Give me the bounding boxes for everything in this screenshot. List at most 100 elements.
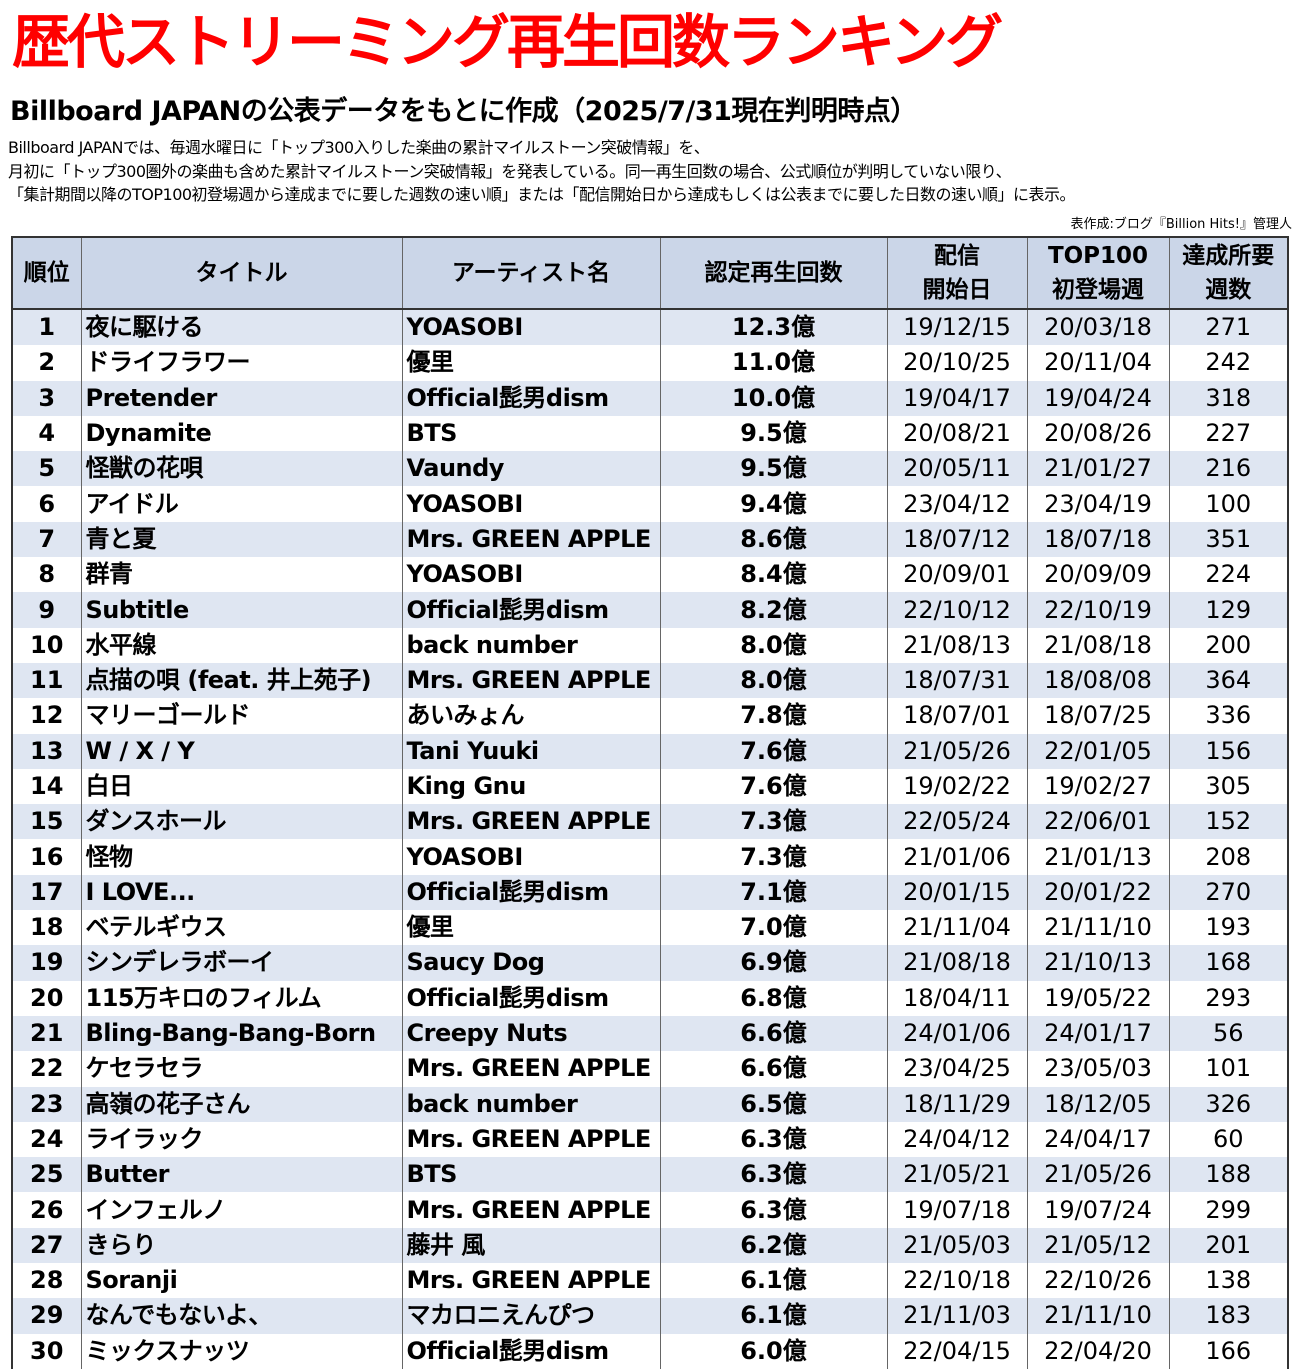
cell-start-date: 23/04/25 [886,1051,1028,1087]
cell-plays: 7.1億 [659,874,888,911]
cell-rank: 15 [11,804,82,840]
header-weeks-line1: 達成所要 [1182,243,1275,269]
header-start-date: 配信 開始日 [886,236,1028,310]
cell-plays: 12.3億 [659,309,888,346]
cell-start-date: 21/05/26 [886,733,1028,769]
cell-title: きらり [80,1227,403,1264]
cell-artist: YOASOBI [401,839,661,875]
table-row: 9 Subtitle Official髭男dism 8.2億 22/10/12 22/10… [11,592,1289,628]
table-row: 30 ミックスナッツ Official髭男dism 6.0億 22/04/15 22/04… [11,1333,1289,1369]
cell-weeks: 299 [1168,1192,1289,1228]
table-row: 5 怪獣の花唄 Vaundy 9.5億 20/05/11 21/01/27 216 [11,451,1289,487]
cell-title: 怪獣の花唄 [80,451,403,487]
cell-title: 白日 [80,768,403,805]
cell-weeks: 326 [1168,1086,1289,1122]
cell-plays: 7.3億 [659,839,888,875]
cell-plays: 7.3億 [659,804,888,840]
cell-weeks: 305 [1168,768,1289,805]
cell-debut-week: 22/10/26 [1026,1263,1170,1299]
cell-artist: BTS [401,415,661,452]
cell-rank: 14 [11,768,82,805]
cell-artist: back number [401,627,661,663]
cell-debut-week: 20/03/18 [1026,309,1170,346]
table-row: 1 夜に駆ける YOASOBI 12.3億 19/12/15 20/03/18 271 [11,309,1289,346]
table-row: 22 ケセラセラ Mrs. GREEN APPLE 6.6億 23/04/25 23/05… [11,1051,1289,1087]
cell-weeks: 270 [1168,874,1289,911]
cell-debut-week: 18/08/08 [1026,662,1170,699]
cell-start-date: 18/07/31 [886,662,1028,699]
cell-rank: 11 [11,662,82,699]
cell-artist: Mrs. GREEN APPLE [401,1121,661,1158]
cell-title: 怪物 [80,839,403,875]
table-row: 3 Pretender Official髭男dism 10.0億 19/04/17 19/… [11,380,1289,416]
cell-rank: 27 [11,1227,82,1264]
cell-start-date: 19/12/15 [886,309,1028,346]
cell-start-date: 21/05/03 [886,1227,1028,1264]
cell-weeks: 318 [1168,380,1289,416]
cell-rank: 4 [11,415,82,452]
header-start-line2: 開始日 [922,277,992,303]
header-debut-line1: TOP100 [1047,243,1149,269]
cell-debut-week: 20/09/09 [1026,557,1170,593]
cell-title: ドライフラワー [80,345,403,381]
cell-artist: Mrs. GREEN APPLE [401,1263,661,1299]
header-start-line1: 配信 [934,243,980,269]
cell-artist: あいみょん [401,698,661,734]
table-row: 29 なんでもないよ、 マカロニえんぴつ 6.1億 21/11/03 21/11/10 18… [11,1298,1289,1334]
note-line: 月初に「トップ300圏外の楽曲も含めた累計マイルストーン突破情報」を発表している… [8,161,1012,181]
table-row: 14 白日 King Gnu 7.6億 19/02/22 19/02/27 305 [11,768,1289,805]
cell-debut-week: 19/05/22 [1026,980,1170,1016]
cell-title: ライラック [80,1121,403,1158]
cell-plays: 8.6億 [659,521,888,558]
cell-plays: 7.0億 [659,910,888,946]
cell-artist: YOASOBI [401,557,661,593]
table-row: 16 怪物 YOASOBI 7.3億 21/01/06 21/01/13 208 [11,839,1289,875]
cell-title: インフェルノ [80,1192,403,1228]
cell-artist: Mrs. GREEN APPLE [401,662,661,699]
cell-start-date: 20/09/01 [886,557,1028,593]
cell-rank: 9 [11,592,82,628]
table-row: 17 I LOVE... Official髭男dism 7.1億 20/01/15 20/… [11,874,1289,911]
cell-plays: 6.3億 [659,1121,888,1158]
cell-rank: 25 [11,1157,82,1193]
table-row: 6 アイドル YOASOBI 9.4億 23/04/12 23/04/19 100 [11,486,1289,522]
cell-weeks: 271 [1168,309,1289,346]
table-row: 24 ライラック Mrs. GREEN APPLE 6.3億 24/04/12 24/04… [11,1121,1289,1158]
cell-debut-week: 23/05/03 [1026,1051,1170,1087]
cell-rank: 3 [11,380,82,416]
table-row: 21 Bling-Bang-Bang-Born Creepy Nuts 6.6億 24/… [11,1015,1289,1052]
cell-plays: 11.0億 [659,345,888,381]
cell-plays: 10.0億 [659,380,888,416]
cell-start-date: 21/11/04 [886,910,1028,946]
table-row: 2 ドライフラワー 優里 11.0億 20/10/25 20/11/04 242 [11,345,1289,381]
cell-rank: 7 [11,521,82,558]
cell-title: シンデレラボーイ [80,945,403,981]
cell-weeks: 224 [1168,557,1289,593]
cell-rank: 12 [11,698,82,734]
cell-debut-week: 23/04/19 [1026,486,1170,522]
cell-start-date: 24/01/06 [886,1015,1028,1052]
cell-artist: King Gnu [401,768,661,805]
cell-weeks: 138 [1168,1263,1289,1299]
cell-title: I LOVE... [80,874,403,911]
cell-artist: Official髭男dism [401,874,661,911]
cell-start-date: 20/01/15 [886,874,1028,911]
cell-plays: 6.6億 [659,1051,888,1087]
page-subtitle: Billboard JAPANの公表データをもとに作成（2025/7/31現在判… [10,96,917,127]
cell-rank: 17 [11,874,82,911]
cell-weeks: 242 [1168,345,1289,381]
cell-debut-week: 22/06/01 [1026,804,1170,840]
cell-debut-week: 21/08/18 [1026,627,1170,663]
cell-debut-week: 20/01/22 [1026,874,1170,911]
cell-rank: 29 [11,1298,82,1334]
table-row: 12 マリーゴールド あいみょん 7.8億 18/07/01 18/07/25 336 [11,698,1289,734]
cell-weeks: 208 [1168,839,1289,875]
ranking-table: 順位 タイトル アーティスト名 認定再生回数 配信 開始日 TOP100 初登場… [11,236,1289,1369]
cell-rank: 18 [11,910,82,946]
cell-plays: 8.0億 [659,662,888,699]
cell-weeks: 56 [1168,1015,1289,1052]
cell-debut-week: 21/05/26 [1026,1157,1170,1193]
cell-plays: 6.1億 [659,1298,888,1334]
table-row: 25 Butter BTS 6.3億 21/05/21 21/05/26 188 [11,1157,1289,1193]
cell-title: ミックスナッツ [80,1333,403,1369]
